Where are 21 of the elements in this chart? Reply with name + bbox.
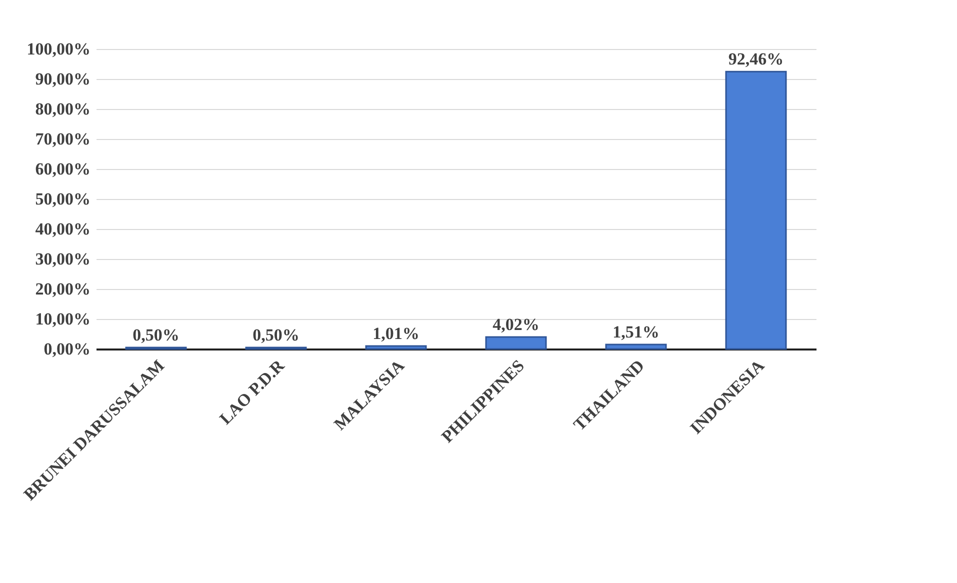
- bar: [605, 344, 667, 350]
- y-tick-label: 40,00%: [35, 220, 90, 238]
- data-label: 1,51%: [612, 322, 660, 342]
- data-label: 0,50%: [132, 326, 180, 344]
- y-tick-label: 0,00%: [44, 340, 90, 358]
- y-tick-label: 100,00%: [26, 40, 90, 58]
- data-label: 1,01%: [372, 324, 420, 343]
- y-tick-label: 20,00%: [35, 280, 90, 298]
- bar: [485, 336, 547, 350]
- bar: [365, 345, 427, 350]
- y-tick-label: 90,00%: [35, 70, 90, 88]
- bar: [725, 70, 787, 350]
- data-label: 92,46%: [728, 50, 784, 69]
- y-tick-label: 10,00%: [35, 310, 90, 328]
- y-tick-label: 30,00%: [35, 250, 90, 268]
- y-tick-label: 60,00%: [35, 160, 90, 178]
- y-tick-label: 50,00%: [35, 190, 90, 208]
- y-tick-label: 70,00%: [35, 130, 90, 148]
- y-tick-label: 80,00%: [35, 100, 90, 118]
- data-label: 0,50%: [252, 326, 300, 344]
- data-label: 4,02%: [492, 314, 540, 334]
